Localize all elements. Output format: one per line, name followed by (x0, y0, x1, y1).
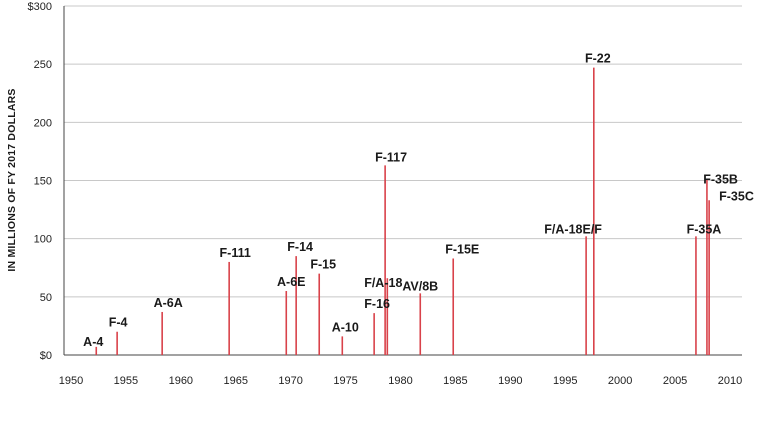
bar-label: A-6E (277, 275, 305, 289)
x-tick-label: 1975 (333, 375, 357, 387)
tick-labels: $0 50 100 150 200 250 $300 1950 1955 1960 1965 1970… (28, 1, 743, 387)
bar-label: AV/8B (402, 279, 438, 293)
y-tick-label: $0 (40, 350, 52, 362)
bar-label: F-15E (445, 242, 479, 256)
bar-label: F-35B (703, 172, 738, 186)
bar-label: F-35A (687, 222, 722, 236)
x-tick-label: 1965 (224, 375, 248, 387)
x-tick-label: 1970 (278, 375, 302, 387)
x-tick-label: 2010 (718, 375, 742, 387)
y-tick-label: 100 (34, 234, 52, 246)
bar-label: F-15 (310, 258, 336, 272)
x-tick-label: 1980 (388, 375, 412, 387)
bar-label: F-14 (287, 240, 313, 254)
bar-label: F/A-18 (364, 276, 402, 290)
bar-label: A-4 (83, 335, 103, 349)
bar-label: A-6A (154, 296, 183, 310)
bar-label: F/A-18E/F (544, 222, 602, 236)
bar-label: F-22 (585, 52, 611, 66)
x-tick-label: 1990 (498, 375, 522, 387)
x-tick-label: 1985 (443, 375, 467, 387)
x-tick-label: 2000 (608, 375, 632, 387)
y-tick-label: 200 (34, 117, 52, 129)
bar-label: F-4 (109, 316, 128, 330)
y-tick-label: 150 (34, 176, 52, 188)
x-tick-label: 1995 (553, 375, 577, 387)
x-tick-label: 1960 (169, 375, 193, 387)
bars (95, 67, 710, 355)
bar-label: F-35C (719, 189, 754, 203)
bar-label: F-16 (364, 297, 390, 311)
x-tick-label: 2005 (663, 375, 687, 387)
y-axis-title: IN MILLIONS OF FY 2017 DOLLARS (6, 88, 18, 271)
x-tick-label: 1950 (59, 375, 83, 387)
bar-labels: A-4 F-4 A-6A F-111 A-6E F-14 F-15 A-10 F-16 F-117… (83, 52, 754, 349)
bar-label: F-117 (375, 150, 407, 164)
y-tick-label: 250 (34, 59, 52, 71)
bar-label: A-10 (332, 320, 359, 334)
bar-label: F-111 (220, 246, 251, 260)
x-tick-label: 1955 (114, 375, 138, 387)
y-tick-label: $300 (28, 1, 52, 13)
y-tick-label: 50 (40, 292, 52, 304)
grid-lines (64, 5, 742, 298)
axes (63, 6, 742, 356)
